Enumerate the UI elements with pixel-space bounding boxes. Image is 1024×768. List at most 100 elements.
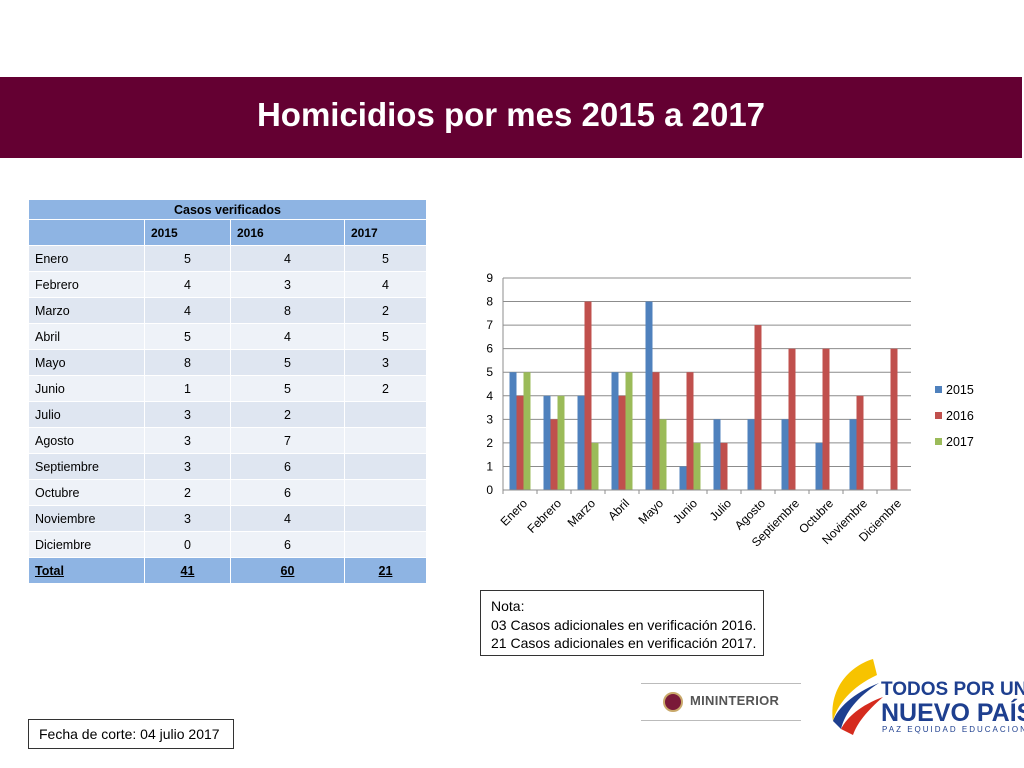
- month-cell: Marzo: [28, 297, 145, 324]
- total-2017: 21: [344, 557, 427, 584]
- value-cell: 5: [230, 375, 345, 402]
- month-cell: Febrero: [28, 271, 145, 298]
- value-cell: 2: [230, 401, 345, 428]
- bar: [557, 395, 565, 490]
- value-cell: 3: [344, 349, 427, 376]
- y-tick-label: 1: [486, 459, 493, 473]
- x-tick-label: Mayo: [635, 496, 666, 527]
- month-cell: Abril: [28, 323, 145, 350]
- month-cell: Junio: [28, 375, 145, 402]
- x-tick-label: Marzo: [565, 496, 599, 530]
- total-2015: 41: [144, 557, 231, 584]
- month-cell: Noviembre: [28, 505, 145, 532]
- month-cell: Enero: [28, 245, 145, 272]
- y-tick-label: 7: [486, 318, 493, 332]
- y-tick-label: 3: [486, 412, 493, 426]
- bar: [747, 419, 755, 490]
- bar: [550, 419, 558, 490]
- legend-label: 2016: [946, 409, 974, 423]
- y-tick-label: 8: [486, 295, 493, 309]
- month-cell: Julio: [28, 401, 145, 428]
- flag-swoosh-icon: [832, 659, 883, 735]
- table-row: Octubre 2 6: [28, 479, 427, 506]
- value-cell: 4: [230, 505, 345, 532]
- logo-line-3: PAZ EQUIDAD EDUCACION: [882, 725, 1024, 734]
- value-cell: [344, 479, 427, 506]
- bar: [577, 395, 585, 490]
- value-cell: 6: [230, 531, 345, 558]
- table-row: Agosto 3 7: [28, 427, 427, 454]
- x-tick-label: Julio: [707, 496, 735, 524]
- bar: [618, 395, 626, 490]
- table-row: Junio 1 5 2: [28, 375, 427, 402]
- value-cell: 6: [230, 479, 345, 506]
- bar: [523, 372, 531, 490]
- table-row: Abril 5 4 5: [28, 323, 427, 350]
- table-header-blank: [28, 219, 145, 246]
- logo-line-1: TODOS POR UN: [881, 679, 1024, 700]
- value-cell: [344, 453, 427, 480]
- value-cell: 7: [230, 427, 345, 454]
- table-header-2017: 2017: [344, 219, 427, 246]
- value-cell: 1: [144, 375, 231, 402]
- table-total-row: Total 41 60 21: [28, 557, 427, 584]
- table-header-2015: 2015: [144, 219, 231, 246]
- value-cell: 4: [344, 271, 427, 298]
- logo-line-2: NUEVO PAÍS: [881, 699, 1024, 727]
- value-cell: 2: [344, 297, 427, 324]
- value-cell: 8: [144, 349, 231, 376]
- value-cell: 2: [144, 479, 231, 506]
- bar: [679, 466, 687, 490]
- month-cell: Septiembre: [28, 453, 145, 480]
- bar: [543, 395, 551, 490]
- cutoff-date-box: Fecha de corte: 04 julio 2017: [28, 719, 234, 749]
- value-cell: 3: [230, 271, 345, 298]
- table-row: Enero 5 4 5: [28, 245, 427, 272]
- value-cell: 3: [144, 427, 231, 454]
- bar: [652, 372, 660, 490]
- bar: [788, 348, 796, 490]
- bar: [693, 442, 701, 490]
- month-cell: Octubre: [28, 479, 145, 506]
- table-row: Febrero 4 3 4: [28, 271, 427, 298]
- table-row: Diciembre 0 6: [28, 531, 427, 558]
- table-caption: Casos verificados: [28, 199, 427, 220]
- y-tick-label: 5: [486, 365, 493, 379]
- table-row: Mayo 8 5 3: [28, 349, 427, 376]
- note-line: Nota:: [491, 598, 525, 614]
- table-row: Marzo 4 8 2: [28, 297, 427, 324]
- value-cell: 2: [344, 375, 427, 402]
- x-tick-label: Febrero: [525, 496, 565, 536]
- value-cell: 6: [230, 453, 345, 480]
- value-cell: 3: [144, 505, 231, 532]
- value-cell: [344, 401, 427, 428]
- bar: [584, 301, 592, 490]
- value-cell: 3: [144, 453, 231, 480]
- y-tick-label: 0: [486, 483, 493, 497]
- bar: [611, 372, 619, 490]
- bar: [781, 419, 789, 490]
- bar: [856, 395, 864, 490]
- table-row: Julio 3 2: [28, 401, 427, 428]
- bar: [849, 419, 857, 490]
- y-tick-label: 2: [486, 436, 493, 450]
- legend-swatch: [935, 438, 942, 445]
- legend-label: 2017: [946, 435, 974, 449]
- bar: [645, 301, 653, 490]
- value-cell: 4: [144, 271, 231, 298]
- table-header-2016: 2016: [230, 219, 345, 246]
- total-label: Total: [28, 557, 145, 584]
- bar: [516, 395, 524, 490]
- x-tick-label: Junio: [670, 496, 700, 526]
- value-cell: 5: [230, 349, 345, 376]
- note-box: Nota: 03 Casos adicionales en verificaci…: [480, 590, 764, 656]
- bar: [822, 348, 830, 490]
- y-tick-label: 4: [486, 389, 493, 403]
- value-cell: 8: [230, 297, 345, 324]
- value-cell: 4: [230, 245, 345, 272]
- legend-label: 2015: [946, 383, 974, 397]
- value-cell: 5: [144, 323, 231, 350]
- coat-of-arms-icon: [663, 692, 683, 712]
- note-line: 21 Casos adicionales en verificación 201…: [491, 635, 757, 651]
